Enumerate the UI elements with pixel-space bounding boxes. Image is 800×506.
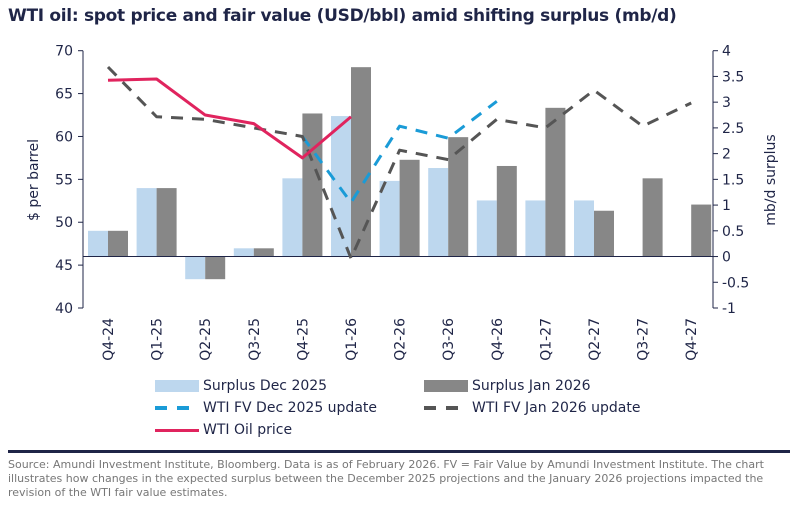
- legend-label: WTI FV Dec 2025 update: [203, 400, 378, 416]
- right-tick-label: 3: [722, 95, 731, 111]
- chart-title: WTI oil: spot price and fair value (USD/…: [8, 6, 677, 26]
- bar-surplus-jan-2026: [545, 107, 566, 257]
- bar-surplus-dec-2025: [185, 256, 206, 280]
- legend-item: WTI FV Jan 2026 update: [424, 400, 641, 416]
- right-axis-label: mb/d surplus: [763, 134, 779, 225]
- line-wti-fv-jan-2026-update: [106, 65, 692, 260]
- x-tick-label: Q2-26: [393, 318, 409, 361]
- source-note: Source: Amundi Investment Institute, Blo…: [8, 458, 764, 499]
- legend-item: WTI FV Dec 2025 update: [155, 400, 377, 416]
- legend-item: Surplus Dec 2025: [155, 378, 327, 394]
- left-tick-label: 70: [55, 44, 73, 60]
- bar-surplus-dec-2025: [88, 230, 108, 257]
- legend-swatch: [155, 406, 199, 410]
- right-tick-label: -0.5: [722, 275, 749, 291]
- legend-swatch: [155, 380, 199, 392]
- bar-surplus-dec-2025: [574, 200, 594, 257]
- bar-surplus-jan-2026: [205, 256, 226, 280]
- legend-item: WTI Oil price: [155, 422, 292, 438]
- bar-surplus-dec-2025: [379, 180, 400, 257]
- x-tick-label: Q3-27: [636, 318, 652, 361]
- bar-surplus-jan-2026: [448, 137, 469, 257]
- bar-surplus-jan-2026: [642, 178, 663, 257]
- left-tick-label: 45: [55, 258, 73, 274]
- legend-item: Surplus Jan 2026: [424, 378, 591, 394]
- right-tick-label: 2: [722, 147, 731, 163]
- x-tick-label: Q1-27: [538, 318, 554, 361]
- bar-surplus-jan-2026: [594, 210, 614, 257]
- left-tick-label: 50: [55, 215, 73, 231]
- left-tick-label: 60: [55, 129, 73, 145]
- right-tick-label: 1: [722, 198, 731, 214]
- bar-surplus-dec-2025: [331, 116, 351, 257]
- x-tick-label: Q3-26: [441, 318, 457, 361]
- chart-plot: 40 45 50 55 60 65 70 -1 -0.5 0 0.5 1 1.5 2 2.5 3 3.5 4 $ p…: [26, 44, 779, 361]
- bar-surplus-jan-2026: [156, 188, 177, 257]
- bar-surplus-dec-2025: [282, 178, 303, 257]
- legend-swatch: [424, 380, 468, 392]
- right-tick-label: 3.5: [722, 69, 744, 85]
- x-tick-label: Q4-27: [684, 318, 700, 361]
- x-tick-label: Q1-26: [344, 318, 360, 361]
- right-tick-label: 1.5: [722, 172, 744, 188]
- x-tick-label: Q4-26: [490, 318, 506, 361]
- bar-surplus-jan-2026: [399, 159, 420, 257]
- right-tick-label: 4: [722, 44, 731, 60]
- legend-label: WTI FV Jan 2026 update: [472, 400, 641, 416]
- legend-swatch: [155, 428, 199, 432]
- bar-surplus-jan-2026: [253, 248, 274, 257]
- legend-label: Surplus Jan 2026: [472, 378, 591, 394]
- left-axis-label: $ per barrel: [26, 139, 42, 221]
- x-tick-label: Q3-25: [247, 318, 263, 361]
- bar-surplus-dec-2025: [136, 188, 157, 257]
- bar-surplus-jan-2026: [351, 67, 371, 257]
- right-tick-label: -1: [722, 301, 736, 317]
- x-tick-label: Q2-27: [587, 318, 603, 361]
- x-tick-label: Q4-24: [101, 318, 117, 361]
- x-tick-label: Q1-25: [150, 318, 166, 361]
- divider: [8, 450, 790, 453]
- bar-surplus-dec-2025: [428, 168, 449, 257]
- x-tick-label: Q4-25: [295, 318, 311, 361]
- legend-swatch: [424, 406, 468, 410]
- legend-label: Surplus Dec 2025: [203, 378, 328, 394]
- x-tick-label: Q2-25: [198, 318, 214, 361]
- bar-surplus-jan-2026: [496, 165, 517, 257]
- right-tick-label: 2.5: [722, 121, 744, 137]
- bar-surplus-dec-2025: [233, 248, 254, 257]
- left-tick-label: 40: [55, 301, 73, 317]
- left-tick-label: 65: [55, 87, 73, 103]
- legend-label: WTI Oil price: [203, 422, 293, 438]
- right-tick-label: 0: [722, 250, 731, 266]
- bar-surplus-dec-2025: [525, 200, 546, 257]
- bar-surplus-jan-2026: [302, 113, 323, 257]
- bar-surplus-dec-2025: [476, 200, 497, 257]
- right-tick-label: 0.5: [722, 224, 744, 240]
- left-tick-label: 55: [55, 172, 73, 188]
- line-wti-fv-dec-2025-update: [301, 100, 498, 205]
- line-wti-oil-price: [107, 77, 352, 160]
- bar-surplus-jan-2026: [691, 204, 712, 257]
- bar-surplus-jan-2026: [108, 230, 128, 257]
